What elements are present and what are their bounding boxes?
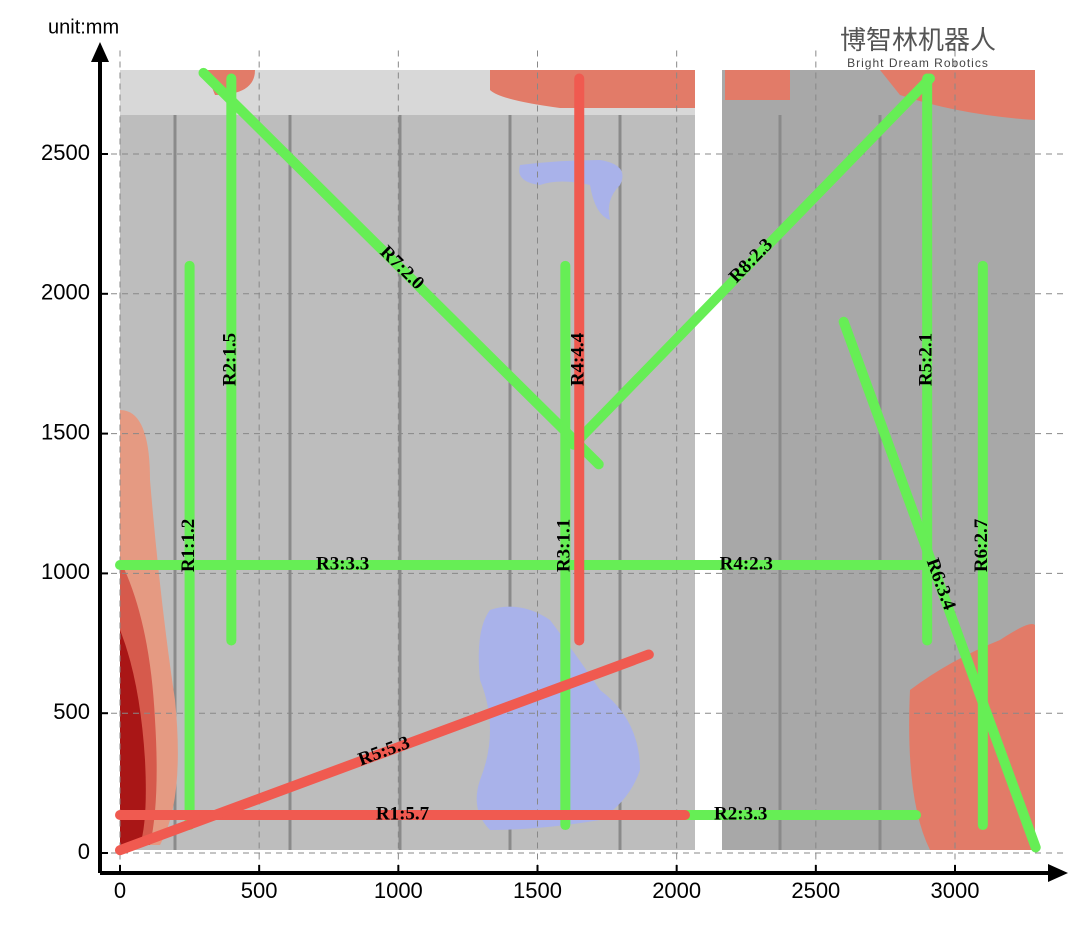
line-label: R2:1.5 [220,333,241,386]
contour [880,70,1035,120]
measure-line [568,73,935,450]
grid: 0 500 1000 1500 2000 2500 3000 0 500 1000 1500 2000… [41,50,1064,903]
line-label: R4:2.3 [720,553,773,574]
x-arrow [1048,864,1068,882]
measure-line [838,316,1041,853]
line-label: R2:3.3 [714,803,767,824]
contour [725,70,790,100]
unit-label: unit:mm [48,16,119,38]
brand-subtitle: Bright Dream Robotics [847,56,989,70]
y-tick-label: 1000 [41,559,90,584]
x-tick-label: 2500 [791,878,840,903]
x-tick-label: 0 [114,878,126,903]
line-label: R3:1.1 [554,519,575,572]
marks: R1:1.2 R2:1.5 R3:3.3 R4:2.3 R3:1.1 R5:2.1 R6:2… [115,67,1041,856]
y-tick-label: 0 [78,839,90,864]
y-tick-label: 2000 [41,280,90,305]
measure-line [198,67,604,470]
contour [519,160,623,220]
contour [120,630,146,845]
x-tick-label: 3000 [931,878,980,903]
line-label: R3:3.3 [316,553,369,574]
contour [490,70,695,108]
contour [476,606,640,830]
y-tick-label: 1500 [41,419,90,444]
line-label: R6:2.7 [971,518,992,572]
y-tick-label: 500 [53,699,90,724]
y-arrow [91,42,109,62]
x-tick-label: 1500 [513,878,562,903]
line-label: R4:4.4 [568,332,589,386]
x-tick-label: 2000 [652,878,701,903]
brand-name: 博智林机器人 [840,25,996,55]
line-label: R5:2.1 [916,333,937,386]
measure-line [115,649,654,856]
contour [909,624,1035,850]
line-label: R1:5.7 [376,803,430,824]
line-label: R1:1.2 [178,519,199,572]
x-tick-label: 1000 [374,878,423,903]
y-tick-label: 2500 [41,140,90,165]
floor-seam [173,115,882,850]
axes [91,42,1068,882]
x-tick-label: 500 [241,878,278,903]
